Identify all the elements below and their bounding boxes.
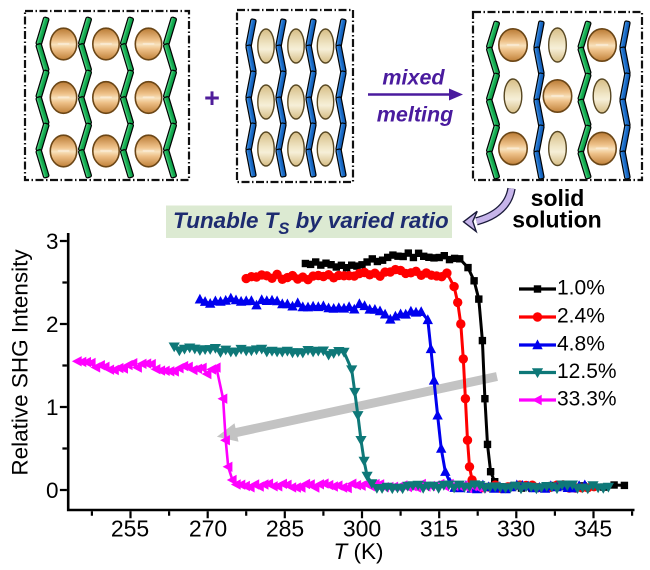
svg-text:T (K): T (K)	[334, 539, 384, 564]
svg-text:2.4%: 2.4%	[557, 305, 605, 328]
svg-text:12.5%: 12.5%	[557, 360, 617, 383]
svg-text:mixed: mixed	[382, 66, 445, 90]
svg-text:270: 270	[189, 516, 227, 542]
svg-text:1: 1	[46, 395, 59, 420]
svg-text:0: 0	[46, 478, 59, 503]
svg-text:330: 330	[497, 516, 535, 542]
svg-text:255: 255	[111, 516, 149, 542]
svg-text:Relative SHG Intensity: Relative SHG Intensity	[8, 249, 33, 476]
svg-text:melting: melting	[377, 103, 453, 127]
svg-text:285: 285	[266, 516, 304, 542]
svg-text:345: 345	[574, 516, 612, 542]
svg-text:4.8%: 4.8%	[557, 333, 605, 356]
svg-text:solution: solution	[512, 207, 601, 233]
svg-text:+: +	[204, 83, 220, 113]
svg-text:300: 300	[343, 516, 381, 542]
svg-text:1.0%: 1.0%	[557, 277, 605, 300]
svg-text:315: 315	[420, 516, 458, 542]
svg-text:2: 2	[46, 312, 59, 337]
svg-text:3: 3	[46, 229, 59, 254]
svg-text:33.3%: 33.3%	[557, 388, 617, 411]
svg-text:solid: solid	[531, 185, 585, 211]
